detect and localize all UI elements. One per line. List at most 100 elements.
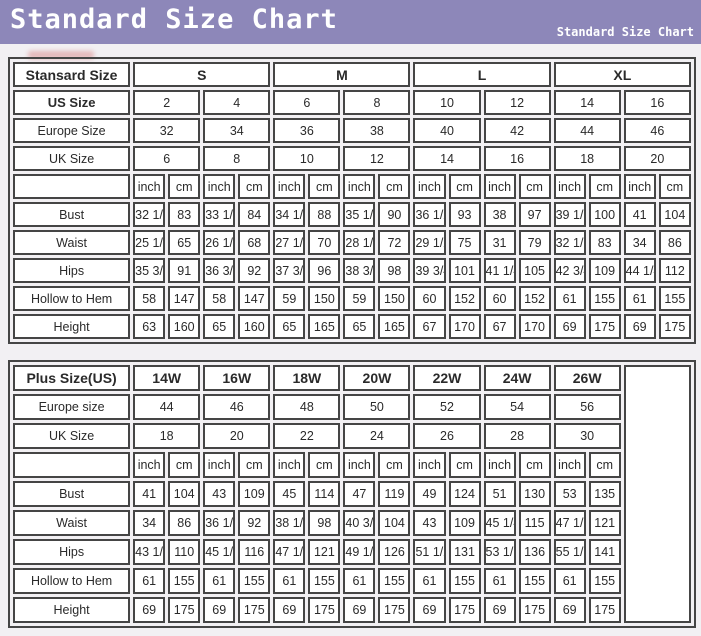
size-value-cell: 2 <box>133 90 201 115</box>
measure-value-cell: 115 <box>518 510 551 536</box>
measure-value-cell: 109 <box>448 510 481 536</box>
measure-value-cell: 126 <box>378 539 411 565</box>
row-label: Hollow to Hem <box>13 286 131 311</box>
measure-value-cell: 61 <box>203 568 236 594</box>
size-value-cell: 8 <box>203 146 271 171</box>
measure-value-cell: 51 <box>483 481 516 507</box>
size-value-cell: 52 <box>413 394 481 420</box>
measure-value-cell: 155 <box>308 568 341 594</box>
measure-value-cell: 104 <box>168 481 201 507</box>
size-value-cell: 10 <box>413 90 481 115</box>
size-group-label: 18W <box>273 365 341 391</box>
unit-label-cell: cm <box>588 452 621 478</box>
measure-value-cell: 31 <box>483 230 516 255</box>
measure-value-cell: 38 1/2 <box>273 510 306 536</box>
size-value-cell: 12 <box>483 90 551 115</box>
measure-value-cell: 36 1/4 <box>203 510 236 536</box>
unit-label-cell: inch <box>413 174 446 199</box>
measure-value-cell: 155 <box>588 568 621 594</box>
size-value-cell: 16 <box>483 146 551 171</box>
corner-label: Plus Size(US) <box>13 365 131 391</box>
unit-label-cell: cm <box>378 174 411 199</box>
measure-value-cell: 45 1/4 <box>483 510 516 536</box>
measure-value-cell: 105 <box>518 258 551 283</box>
measure-value-cell: 72 <box>378 230 411 255</box>
measure-value-cell: 175 <box>658 314 691 339</box>
unit-label-cell: cm <box>658 174 691 199</box>
measure-value-cell: 34 <box>623 230 656 255</box>
measure-value-cell: 135 <box>588 481 621 507</box>
size-value-cell: 8 <box>343 90 411 115</box>
measure-value-cell: 109 <box>238 481 271 507</box>
size-group-label: 16W <box>203 365 271 391</box>
measure-value-cell: 175 <box>448 597 481 623</box>
measure-value-cell: 155 <box>588 286 621 311</box>
measure-value-cell: 45 1/2 <box>203 539 236 565</box>
unit-label-cell: cm <box>168 174 201 199</box>
size-value-cell: 44 <box>553 118 621 143</box>
measure-value-cell: 35 3/4 <box>133 258 166 283</box>
size-value-cell: 36 <box>273 118 341 143</box>
size-group-label: M <box>273 62 411 87</box>
measure-value-cell: 170 <box>448 314 481 339</box>
measure-value-cell: 152 <box>518 286 551 311</box>
measure-value-cell: 61 <box>483 568 516 594</box>
size-value-cell: 38 <box>343 118 411 143</box>
measure-value-cell: 67 <box>413 314 446 339</box>
row-label: Waist <box>13 510 131 536</box>
unit-label-cell: inch <box>623 174 656 199</box>
unit-label-cell: inch <box>343 452 376 478</box>
measure-value-cell: 141 <box>588 539 621 565</box>
measure-value-cell: 170 <box>518 314 551 339</box>
size-value-cell: 56 <box>553 394 621 420</box>
measure-value-cell: 116 <box>238 539 271 565</box>
measure-value-cell: 69 <box>273 597 306 623</box>
measure-value-cell: 53 1/2 <box>483 539 516 565</box>
measure-value-cell: 112 <box>658 258 691 283</box>
measure-value-cell: 97 <box>518 202 551 227</box>
measure-value-cell: 58 <box>203 286 236 311</box>
measure-value-cell: 69 <box>553 597 586 623</box>
size-value-cell: 24 <box>343 423 411 449</box>
measure-value-cell: 32 1/2 <box>553 230 586 255</box>
measure-value-cell: 40 3/4 <box>343 510 376 536</box>
size-value-cell: 18 <box>553 146 621 171</box>
row-label: Europe Size <box>13 118 131 143</box>
measure-value-cell: 55 1/2 <box>553 539 586 565</box>
measure-value-cell: 69 <box>203 597 236 623</box>
measure-value-cell: 43 <box>413 510 446 536</box>
measure-value-cell: 58 <box>133 286 166 311</box>
size-group-label: 26W <box>553 365 621 391</box>
red-watermark-smudge <box>28 51 94 59</box>
table1-grid: Stansard Size S M L XL US Size 2 4 6 8 10 12 14 16 Eur… <box>8 57 696 344</box>
measure-value-cell: 70 <box>308 230 341 255</box>
measure-value-cell: 155 <box>238 568 271 594</box>
measure-value-cell: 155 <box>378 568 411 594</box>
measure-value-cell: 61 <box>273 568 306 594</box>
unit-label-cell: inch <box>483 174 516 199</box>
measure-value-cell: 91 <box>168 258 201 283</box>
unit-label-cell: inch <box>553 174 586 199</box>
measure-value-cell: 33 1/2 <box>203 202 236 227</box>
unit-label-cell: cm <box>378 452 411 478</box>
size-value-cell: 28 <box>483 423 551 449</box>
measure-value-cell: 39 3/4 <box>413 258 446 283</box>
measure-value-cell: 49 <box>413 481 446 507</box>
row-label: Height <box>13 597 131 623</box>
unit-label-cell: cm <box>168 452 201 478</box>
size-value-cell: 46 <box>623 118 691 143</box>
measure-value-cell: 41 1/4 <box>483 258 516 283</box>
measure-value-cell: 92 <box>238 510 271 536</box>
measure-value-cell: 61 <box>133 568 166 594</box>
size-value-cell: 22 <box>273 423 341 449</box>
unit-label-cell: cm <box>448 452 481 478</box>
page-subtitle: Standard Size Chart <box>556 25 694 39</box>
row-label: Europe size <box>13 394 131 420</box>
size-group-label: 20W <box>343 365 411 391</box>
size-value-cell: 46 <box>203 394 271 420</box>
measure-value-cell: 136 <box>518 539 551 565</box>
measure-value-cell: 51 1/2 <box>413 539 446 565</box>
measure-value-cell: 152 <box>448 286 481 311</box>
measure-value-cell: 61 <box>553 568 586 594</box>
unit-label-cell: cm <box>238 452 271 478</box>
